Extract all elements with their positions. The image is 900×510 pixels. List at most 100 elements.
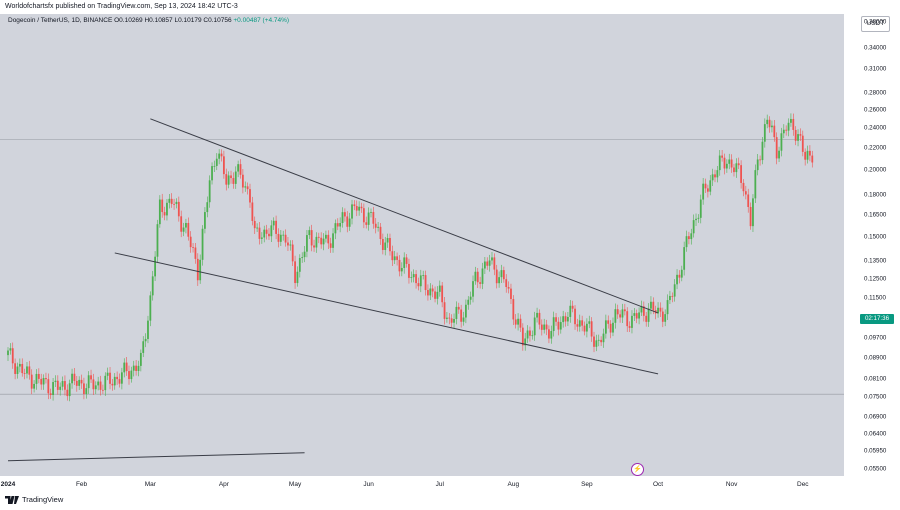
candle-body [68,383,71,397]
candle-body [683,247,686,270]
candle-body [30,374,33,389]
candle-body [488,260,491,266]
candle-body [9,348,12,351]
candle-body [564,316,567,322]
candle-body [642,306,645,316]
candle-body [322,238,325,245]
candle-body [313,245,315,248]
candle-body [336,223,339,227]
candle-body [151,276,154,296]
trendline-1 [114,252,659,375]
candle-body [189,236,192,248]
candle-body [94,385,97,390]
candle-body [521,327,524,346]
candle-body [130,370,133,380]
candle-body [706,188,709,192]
price-axis-label: 0.16500 [864,211,887,219]
candle-body [609,323,612,333]
candle-body [476,271,479,283]
candle-body [619,314,622,318]
candle-body [472,281,474,297]
candle-body [633,313,636,316]
candle-body [602,333,605,343]
candle-body [441,285,444,303]
currency-button[interactable]: USDT [861,16,890,32]
candle-body [519,318,522,328]
candle-body [718,155,721,171]
candle-body [699,199,702,218]
time-axis[interactable] [0,476,900,494]
candle-body [517,318,519,325]
candle-body [505,279,508,288]
candle-body [260,237,263,239]
candle-body [628,326,631,328]
plot-area[interactable] [0,14,844,476]
candle-body [645,315,648,322]
candle-body [194,247,197,259]
candle-body [427,290,429,296]
candle-body [23,373,26,374]
price-axis-label: 0.05950 [864,447,887,455]
candle-body [728,159,731,164]
candle-body [325,234,327,239]
candle-body [365,222,368,225]
candle-body [372,211,375,224]
candle-body [11,348,14,364]
candle-body [434,291,436,299]
price-axis-label: 0.09700 [864,334,887,342]
candle-body [697,217,700,219]
candle-body [99,381,102,390]
candle-body [787,122,790,131]
trendline-0 [150,118,659,314]
candle-body [246,186,249,190]
candle-body [343,212,346,217]
candle-body [21,363,24,374]
candle-body [370,211,372,213]
candle-body [552,317,555,332]
candle-body [457,306,460,310]
candle-body [685,236,688,248]
candle-body [351,204,353,219]
candle-body [33,383,35,389]
candle-body [486,261,489,266]
candle-body [448,317,451,319]
candle-body [128,371,130,380]
candle-body [123,362,126,373]
candle-body [52,382,54,396]
candle-body [348,218,351,227]
candle-body [759,159,761,161]
candle-body [467,299,470,305]
candle-body [557,321,560,330]
candle-body [429,288,432,296]
candle-body [652,301,655,311]
candle-body [730,159,733,168]
candle-body [809,150,811,156]
candle-body [794,129,797,141]
candle-body [386,238,389,243]
candle-body [531,335,534,337]
candle-body [590,321,593,337]
candle-body [581,320,584,326]
candle-body [737,163,740,166]
candle-body [533,317,536,336]
candle-body [604,320,607,334]
candle-body [42,377,45,385]
candle-body [106,372,109,376]
candle-body [227,175,230,185]
candle-body [415,274,417,284]
lightning-icon[interactable]: ⚡ [631,463,644,476]
candle-body [797,134,799,141]
candle-body [431,288,434,292]
candle-body [811,155,814,163]
candle-body [45,377,47,380]
symbol-name: Dogecoin / TetherUS, 1D, BINANCE [8,17,113,24]
candle-body [621,309,624,318]
candle-body [483,261,486,269]
brand-label[interactable]: TradingView [22,495,64,504]
candle-body [450,318,453,323]
candle-body [799,134,802,136]
candle-body [806,150,809,160]
candle-body [298,258,301,272]
candle-body [455,306,458,319]
price-axis[interactable] [844,14,900,476]
